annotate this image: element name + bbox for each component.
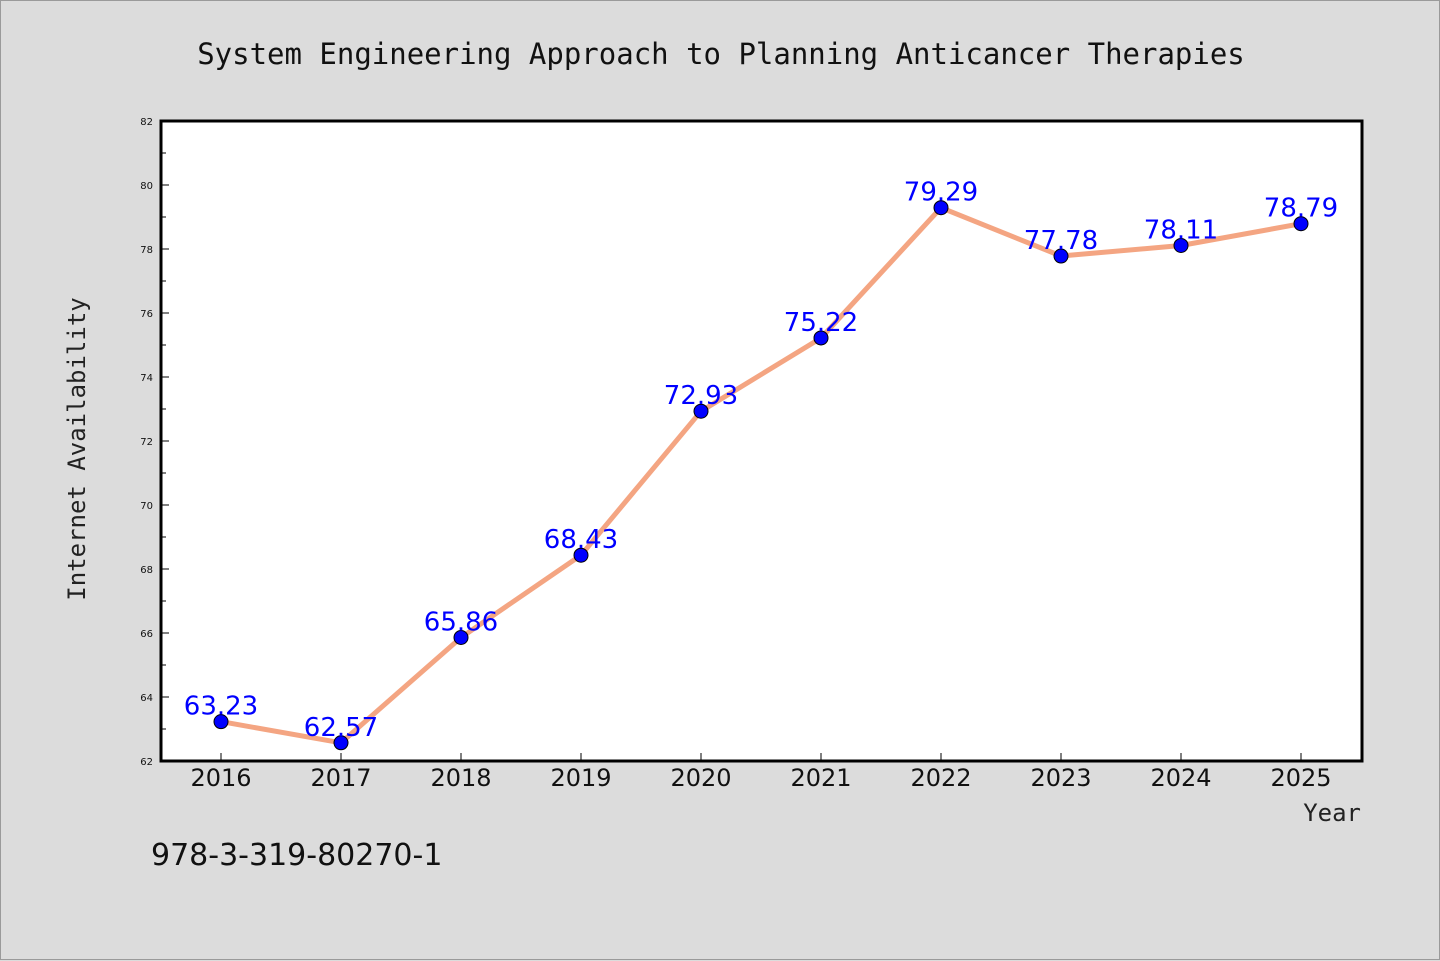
x-tick-label: 2017 [310,764,371,792]
data-label: 79.29 [904,178,978,208]
plot-area [161,121,1362,761]
x-tick-label: 2020 [670,764,731,792]
x-tick-label: 2021 [790,764,851,792]
x-tick-label: 2022 [910,764,971,792]
x-axis-label: Year [1303,799,1361,827]
x-tick-label: 2016 [190,764,251,792]
data-point [213,714,229,730]
y-tick-label: 66 [140,629,153,640]
data-label: 62.57 [304,713,378,743]
data-label: 63.23 [184,692,258,722]
y-tick-label: 80 [140,181,153,192]
data-label: 75.22 [784,308,858,338]
data-point [1173,237,1189,253]
y-tick-label: 82 [140,117,153,128]
data-point [333,735,349,751]
y-axis-label: Internet Availability [63,297,91,600]
chart-title: System Engineering Approach to Planning … [197,37,1245,71]
y-tick-label: 68 [140,565,153,576]
data-point [933,200,949,216]
plot-border [159,119,1364,763]
x-tick-label: 2023 [1030,764,1091,792]
x-tick-label: 2018 [430,764,491,792]
y-tick-label: 70 [140,501,153,512]
data-point [693,403,709,419]
data-labels: 63.23 62.57 65.86 68.43 72.93 75.22 79.29 77.78… [184,178,1338,743]
data-point [573,547,589,563]
x-tick-label: 2019 [550,764,611,792]
y-tick-label: 64 [140,693,153,704]
data-label: 77.78 [1024,226,1098,256]
y-tick-label: 72 [140,437,153,448]
x-axis: 2016 2017 2018 2019 2020 2021 2022 2023 2024 2025 [190,753,1332,792]
x-tick-label: 2024 [1150,764,1211,792]
y-tick-label: 78 [140,245,153,256]
x-tick-label: 2025 [1270,764,1331,792]
data-label: 78.11 [1144,215,1218,245]
y-tick-label: 74 [140,373,153,384]
data-label: 72.93 [664,381,738,411]
data-point [1293,216,1309,232]
data-label: 78.79 [1264,194,1338,224]
data-point [813,330,829,346]
data-point [1053,248,1069,264]
y-tick-label: 76 [140,309,153,320]
data-point [453,629,469,645]
isbn-annotation: 978-3-319-80270-1 [151,838,442,873]
data-label: 68.43 [544,525,618,555]
y-tick-label: 62 [140,757,153,768]
series-line [220,205,1302,746]
series-markers [213,200,1309,751]
data-label: 65.86 [424,607,498,637]
